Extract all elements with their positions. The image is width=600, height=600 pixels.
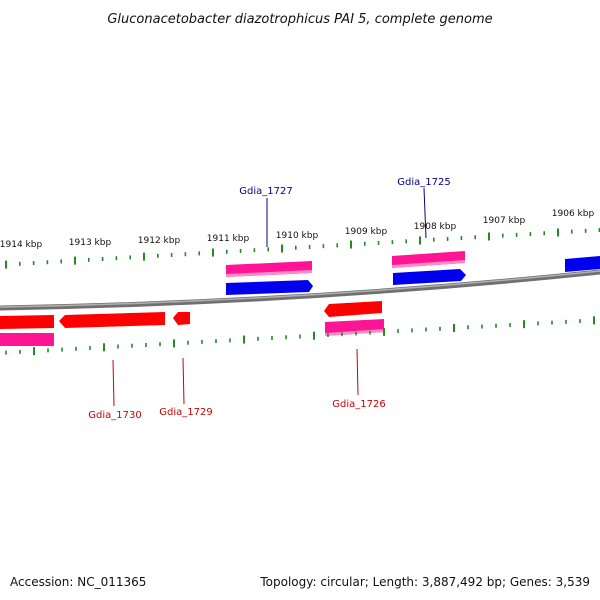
label-gdia-1725[interactable]: Gdia_1725	[397, 177, 450, 188]
label-gdia-1727[interactable]: Gdia_1727	[239, 186, 292, 197]
callout-gdia-1725	[423, 187, 427, 239]
gene-arrow-edge-left[interactable]	[0, 315, 54, 329]
gene-arrow-gdia-1729[interactable]	[173, 312, 190, 325]
topology-summary-text: Topology: circular; Length: 3,887,492 bp…	[259, 575, 590, 589]
gene-arrow-edge-right[interactable]	[565, 256, 600, 272]
map-title: Gluconacetobacter diazotrophicus PAI 5, …	[107, 12, 492, 27]
callout-gdia-1726	[356, 348, 359, 396]
label-gdia-1729[interactable]: Gdia_1729	[159, 407, 212, 418]
scale-label: 1908 kbp	[414, 222, 457, 232]
accession-text: Accession: NC_011365	[10, 575, 146, 589]
gene-arrow-gdia-1726[interactable]	[324, 301, 382, 317]
label-gdia-1730[interactable]: Gdia_1730	[88, 410, 141, 421]
gene-arrow-gdia-1727[interactable]	[226, 280, 313, 295]
gene-arrow-gdia-1730[interactable]	[59, 312, 165, 328]
scale-label: 1910 kbp	[276, 231, 319, 241]
genome-backbone	[0, 269, 600, 311]
gene-labels: Gdia_1727 Gdia_1725 Gdia_1730 Gdia_1729 …	[88, 177, 450, 421]
cds-band-gdia-1725-shade	[392, 260, 465, 268]
scale-label: 1907 kbp	[483, 216, 526, 226]
callout-gdia-1729	[182, 357, 185, 405]
scale-label: 1914 kbp	[0, 240, 42, 250]
cds-band-edge-left[interactable]	[0, 333, 54, 346]
scale-label: 1912 kbp	[138, 236, 181, 246]
scale-label: 1909 kbp	[345, 227, 388, 237]
forward-feature-track	[226, 251, 600, 295]
lower-tick-track	[5, 316, 595, 356]
cds-band-gdia-1727-shade	[226, 270, 312, 277]
gene-arrow-gdia-1725[interactable]	[393, 269, 466, 285]
callout-gdia-1730	[112, 359, 115, 407]
scale-label: 1906 kbp	[552, 209, 595, 219]
reverse-feature-track	[0, 301, 384, 346]
upper-tick-track	[5, 228, 600, 269]
scale-label: 1911 kbp	[207, 234, 250, 244]
label-gdia-1726[interactable]: Gdia_1726	[332, 399, 385, 410]
tick-label-group: 1914 kbp 1913 kbp 1912 kbp 1911 kbp 1910 kbp…	[0, 209, 594, 250]
scale-label: 1913 kbp	[69, 238, 112, 248]
